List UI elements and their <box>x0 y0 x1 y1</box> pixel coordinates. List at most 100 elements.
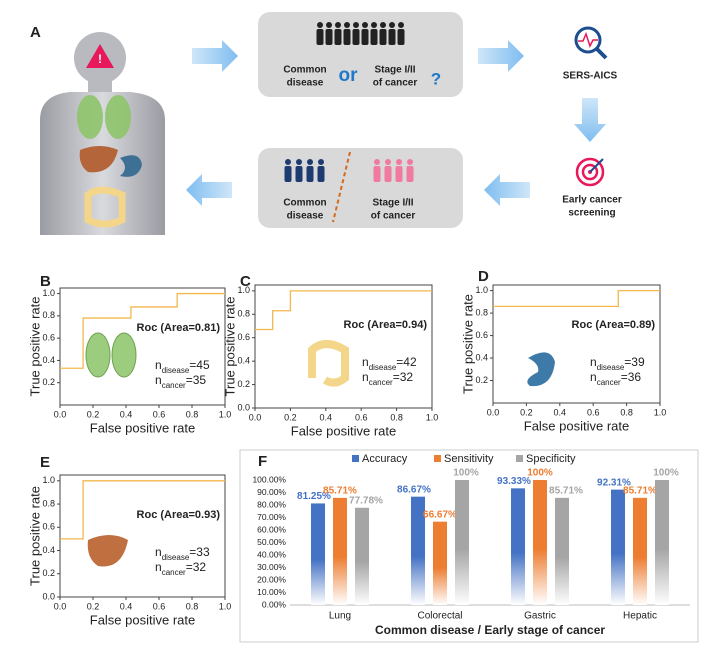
y-tick-label: 0.0 <box>237 402 250 412</box>
panel-label: B <box>40 273 51 290</box>
x-tick-label: 0.2 <box>87 601 100 611</box>
annotation: Roc (Area=0.81) <box>137 322 221 334</box>
count-symbol: n <box>155 545 162 559</box>
x-tick-label: 0.0 <box>54 601 67 611</box>
box-text: Stage I/II <box>374 65 415 76</box>
person-body <box>343 29 351 45</box>
or-text: or <box>339 65 359 86</box>
box <box>258 12 463 97</box>
legend-label: Specificity <box>526 453 576 465</box>
count-symbol: n <box>590 370 597 384</box>
legend-label: Sensitivity <box>444 453 494 465</box>
x-tick-label: Hepatic <box>623 611 657 622</box>
box-text: disease <box>287 78 324 89</box>
y-tick-label: 50.00% <box>257 537 286 547</box>
person-head <box>344 22 350 28</box>
value-label: 66.67% <box>423 509 457 520</box>
annotation: Roc (Area=0.93) <box>137 509 221 521</box>
x-tick-label: 0.8 <box>186 409 199 419</box>
bar <box>611 489 625 605</box>
screening-text: screening <box>568 208 615 219</box>
person-body <box>352 29 360 45</box>
people-icons <box>284 22 414 182</box>
person-body <box>284 166 292 182</box>
y-tick-label: 0.2 <box>42 568 55 578</box>
y-tick-label: 0.6 <box>475 330 488 340</box>
box-text: disease <box>287 211 324 222</box>
panel-label: F <box>258 453 267 470</box>
annotation: Roc (Area=0.89) <box>572 319 656 331</box>
person-head <box>353 22 359 28</box>
y-tick-label: 0.6 <box>42 522 55 532</box>
person-head <box>374 159 380 165</box>
x-axis-title: False positive rate <box>90 612 196 627</box>
annotation: Roc (Area=0.94) <box>344 319 428 331</box>
y-tick-label: 0.4 <box>237 356 250 366</box>
person-head <box>335 22 341 28</box>
plot-frame <box>492 284 661 404</box>
count-label: ncancer=32 <box>362 370 413 386</box>
y-tick-label: 1.0 <box>237 285 250 295</box>
count-symbol: n <box>155 560 162 574</box>
person-body <box>370 29 378 45</box>
x-axis-title: False positive rate <box>291 423 397 438</box>
person-head <box>407 159 413 165</box>
person-head <box>307 159 313 165</box>
y-tick-label: 0.8 <box>475 307 488 317</box>
y-tick-label: 30.00% <box>257 562 286 572</box>
y-tick-label: 0.4 <box>42 355 55 365</box>
plot-frame <box>254 284 433 409</box>
count-symbol: n <box>590 355 597 369</box>
plot-frame <box>59 474 226 598</box>
y-tick-label: 0.00% <box>262 599 287 609</box>
person-body <box>388 29 396 45</box>
person-body <box>317 166 325 182</box>
arrow <box>186 174 232 206</box>
value-label: 85.71% <box>549 486 583 497</box>
count-subscript: cancer <box>597 378 621 387</box>
value-label: 93.33% <box>497 476 531 487</box>
count-label: ncancer=35 <box>155 373 206 389</box>
y-tick-label: 0.0 <box>42 591 55 601</box>
x-tick-label: Lung <box>329 611 351 622</box>
tool-name: SERS-AICS <box>563 71 618 82</box>
count-label: ncancer=36 <box>590 370 641 386</box>
count-label: ndisease=33 <box>155 545 210 561</box>
value-label: 85.71% <box>323 486 357 497</box>
person-body <box>406 166 414 182</box>
roc-curve <box>60 292 225 369</box>
x-tick-label: 0.4 <box>554 407 567 417</box>
y-axis-title: True positive rate <box>27 297 42 397</box>
question-mark: ? <box>431 69 441 88</box>
y-tick-label: 20.00% <box>257 574 286 584</box>
person-body <box>316 29 324 45</box>
person-body <box>334 29 342 45</box>
x-tick-label: 0.0 <box>54 409 67 419</box>
bar <box>311 503 325 605</box>
x-tick-label: 0.2 <box>87 409 100 419</box>
value-label: 100% <box>453 468 479 479</box>
person-body <box>306 166 314 182</box>
colon-icon <box>308 340 349 387</box>
legend-label: Accuracy <box>362 453 408 465</box>
count-value: =35 <box>186 373 207 387</box>
bar <box>411 496 425 605</box>
stomach-icon <box>527 352 555 387</box>
count-symbol: n <box>362 355 369 369</box>
arrow <box>478 40 524 72</box>
panel-label: C <box>240 273 251 290</box>
target-icon <box>575 157 605 187</box>
x-tick-label: 0.8 <box>390 412 403 422</box>
y-tick-label: 1.0 <box>42 475 55 485</box>
person-body <box>295 166 303 182</box>
x-tick-label: 1.0 <box>219 409 232 419</box>
value-label: 81.25% <box>297 491 331 502</box>
count-value: =33 <box>189 545 210 559</box>
x-tick-label: Colorectal <box>417 611 462 622</box>
value-label: 86.67% <box>397 484 431 495</box>
person-head <box>398 22 404 28</box>
x-tick-label: 0.8 <box>620 407 633 417</box>
count-subscript: cancer <box>162 381 186 390</box>
roc-curve <box>60 480 225 540</box>
person-head <box>380 22 386 28</box>
